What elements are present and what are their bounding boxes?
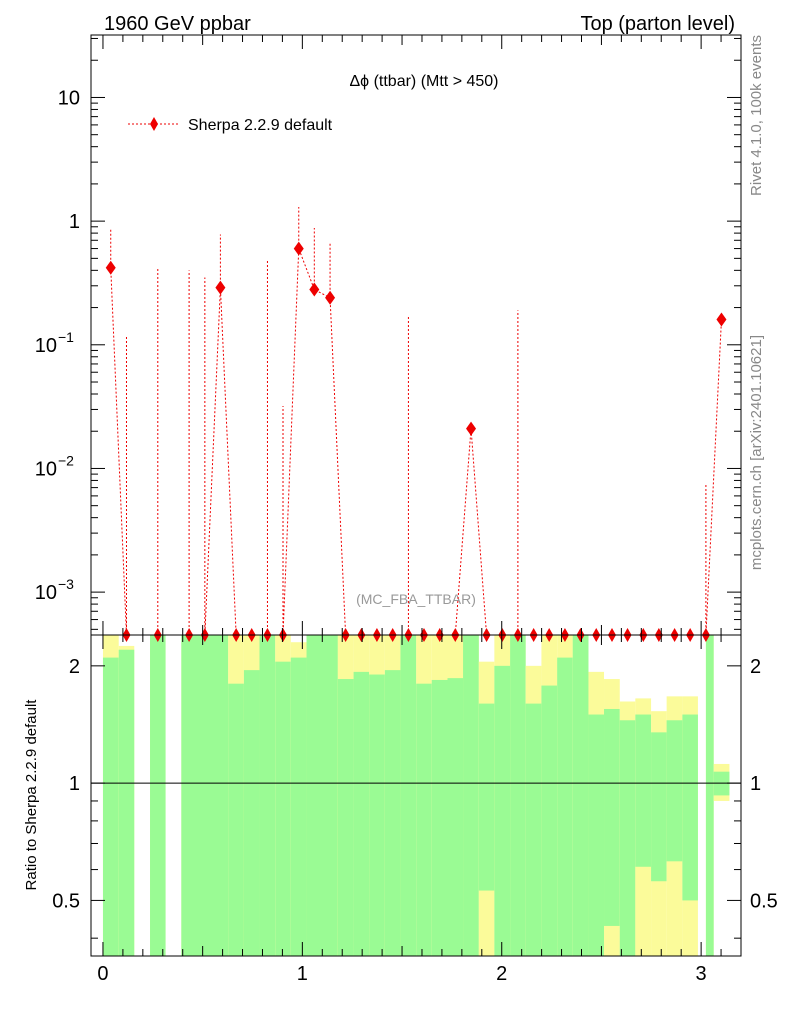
ratio-y-axis-label: Ratio to Sherpa 2.2.9 default	[23, 699, 40, 891]
ratio-y-tick-label-right: 0.5	[750, 890, 778, 912]
data-points	[105, 241, 727, 642]
x-tick-label: 0	[97, 963, 108, 985]
ratio-band-inner	[353, 671, 370, 956]
data-point	[293, 241, 304, 256]
ratio-band-inner	[682, 714, 698, 901]
y-tick-exponent: −2	[58, 452, 74, 468]
y-tick-exponent: −3	[58, 576, 74, 592]
ratio-y-tick-label-left: 0.5	[52, 890, 80, 912]
ratio-y-tick-label-left: 1	[69, 773, 80, 795]
y-tick-label: 10	[35, 458, 57, 480]
ratio-band-inner	[400, 635, 417, 956]
ratio-band-inner	[494, 665, 511, 956]
ratio-y-tick-label-left: 2	[69, 656, 80, 678]
x-tick-label: 2	[496, 963, 507, 985]
y-tick-label: 10	[35, 582, 57, 604]
series-line	[110, 248, 722, 636]
error-bars	[110, 207, 707, 635]
analysis-label: (MC_FBA_TTBAR)	[356, 591, 476, 607]
ratio-band-inner	[651, 732, 667, 882]
source-label: mcplots.cern.ch [arXiv:2401.10621]	[748, 335, 765, 570]
ratio-band-inner	[118, 649, 135, 956]
ratio-band-inner	[416, 683, 432, 956]
ratio-band-inner	[102, 657, 119, 956]
y-tick-label: 10	[35, 335, 57, 357]
ratio-band-inner	[337, 679, 354, 956]
ratio-band-inner	[572, 635, 589, 956]
ratio-band-inner	[384, 670, 401, 956]
data-point	[215, 280, 226, 295]
data-point	[325, 290, 336, 305]
ratio-y-tick-label-right: 1	[750, 773, 761, 795]
ratio-band-inner	[588, 714, 605, 956]
left-title: 1960 GeV ppbar	[104, 13, 251, 35]
ratio-band-inner	[557, 657, 573, 956]
ratio-band-inner	[705, 635, 714, 956]
x-tick-label: 1	[297, 963, 308, 985]
ratio-band-inner	[666, 720, 683, 862]
ratio-band-inner	[431, 679, 448, 956]
legend-label: Sherpa 2.2.9 default	[188, 117, 333, 134]
ratio-band-inner	[290, 657, 307, 956]
ratio-bands	[102, 635, 730, 956]
legend-marker-icon	[150, 117, 158, 131]
ratio-band-inner	[478, 703, 495, 891]
y-tick-exponent: −1	[58, 329, 74, 345]
ratio-band-inner	[259, 635, 276, 956]
ratio-band-inner	[525, 703, 542, 956]
y-tick-label: 10	[58, 87, 80, 109]
axis-ticks	[91, 35, 741, 956]
ratio-plot-frame	[90, 634, 742, 957]
data-point	[466, 421, 477, 436]
ratio-band-inner	[463, 635, 479, 956]
right-title: Top (parton level)	[580, 13, 735, 35]
ratio-band-inner	[541, 685, 558, 956]
ratio-band-inner	[275, 661, 291, 956]
ratio-band-inner	[306, 635, 338, 956]
ratio-band-inner	[369, 674, 385, 956]
ratio-band-inner	[243, 670, 260, 956]
rivet-version-label: Rivet 4.1.0, 100k events	[748, 35, 765, 196]
data-point	[105, 260, 116, 275]
plot-title: Δϕ (ttbar) (Mtt > 450)	[349, 73, 498, 90]
ratio-band-inner	[181, 635, 229, 956]
data-point	[716, 312, 727, 327]
x-tick-label: 3	[696, 963, 707, 985]
ratio-band-inner	[228, 683, 244, 956]
data-point	[309, 282, 320, 297]
ratio-band-inner	[635, 714, 652, 867]
ratio-band-inner	[510, 635, 526, 956]
ratio-y-tick-label-right: 2	[750, 656, 761, 678]
ratio-band-inner	[447, 678, 464, 956]
ratio-band-inner	[619, 720, 636, 956]
y-tick-label: 1	[69, 211, 80, 233]
ratio-band-inner	[604, 708, 620, 926]
ratio-band-inner	[150, 635, 166, 956]
